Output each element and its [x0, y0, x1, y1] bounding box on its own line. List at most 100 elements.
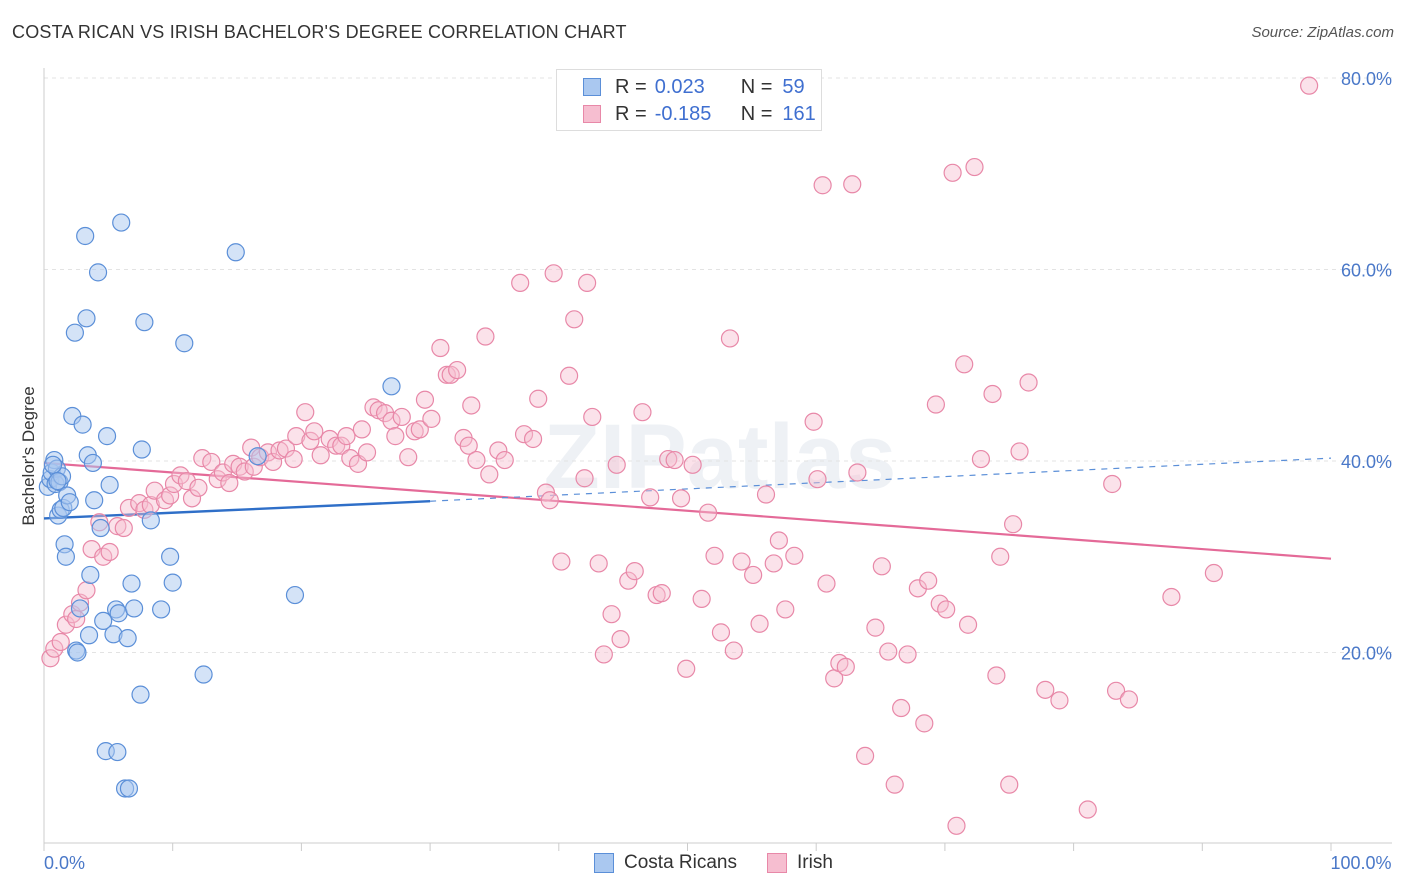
costa-rican-point: [131, 685, 150, 704]
irish-point: [459, 436, 478, 455]
irish-point: [965, 157, 984, 177]
irish-point: [866, 618, 885, 637]
irish-point: [817, 574, 836, 593]
costa-rican-point: [226, 243, 245, 262]
irish-point: [776, 600, 795, 619]
legend-n-value: 59: [782, 75, 805, 98]
irish-point: [56, 615, 75, 634]
irish-point: [480, 465, 499, 484]
irish-point: [415, 390, 435, 409]
irish-trend-line: [43, 461, 1332, 560]
irish-point: [583, 407, 602, 427]
irish-point: [119, 498, 139, 518]
irish-point: [382, 411, 401, 430]
irish-point: [1103, 474, 1122, 494]
irish-point: [1004, 515, 1023, 534]
irish-point: [161, 486, 180, 505]
tick-labels: 20.0% 40.0% 60.0% 80.0% 0.0% 100.0%: [44, 69, 1392, 873]
irish-point: [943, 163, 962, 182]
costa-rican-point: [77, 309, 96, 328]
costa-rican-point: [135, 313, 154, 332]
irish-point: [625, 562, 644, 581]
irish-point: [100, 542, 119, 562]
irish-point: [892, 698, 911, 718]
irish-point: [270, 441, 289, 460]
irish-point: [683, 455, 702, 474]
irish-point: [77, 581, 96, 600]
irish-point: [193, 449, 212, 468]
irish-point: [357, 443, 377, 462]
irish-point: [284, 449, 303, 469]
irish-point: [607, 455, 626, 474]
irish-point: [523, 429, 543, 449]
costa-rican-point: [83, 453, 103, 473]
irish-point: [220, 473, 239, 493]
chart-title: COSTA RICAN VS IRISH BACHELOR'S DEGREE C…: [12, 22, 627, 42]
irish-point: [476, 327, 495, 346]
legend-swatch-blue: [583, 78, 601, 96]
irish-point: [305, 422, 324, 441]
irish-point: [836, 657, 855, 676]
irish-point: [392, 407, 411, 427]
irish-point: [756, 485, 776, 504]
irish-point: [565, 310, 584, 329]
irish-point: [578, 273, 597, 293]
irish-point: [692, 589, 711, 608]
irish-point: [769, 531, 788, 550]
irish-point: [364, 398, 383, 417]
irish-point: [659, 449, 678, 469]
costa-rican-point: [152, 600, 171, 619]
irish-point: [51, 632, 70, 652]
irish-point: [732, 552, 751, 571]
irish-point: [885, 775, 904, 794]
legend-row-costa-ricans: R = 0.023 N = 59: [583, 74, 805, 100]
costa-rican-point: [163, 573, 182, 592]
irish-point: [720, 329, 740, 348]
irish-points: [41, 76, 1319, 835]
costa-rican-point: [94, 611, 113, 631]
x-tick-label: 0.0%: [44, 853, 85, 873]
irish-point: [1204, 563, 1223, 583]
y-axis-label: Bachelor's Degree: [19, 386, 38, 525]
irish-point: [698, 503, 718, 522]
irish-point: [908, 579, 927, 598]
irish-point: [189, 478, 208, 497]
irish-point: [41, 649, 60, 668]
legend-n-label: N =: [740, 102, 773, 125]
legend-r-label: R =: [615, 102, 647, 125]
irish-point: [744, 565, 763, 585]
costa-rican-point: [118, 629, 137, 648]
irish-point: [45, 639, 64, 658]
irish-point: [641, 488, 660, 507]
irish-point: [552, 552, 571, 571]
irish-point: [1036, 680, 1055, 699]
irish-point: [843, 175, 862, 194]
costa-rican-point: [60, 493, 79, 512]
costa-rican-point: [122, 574, 141, 593]
irish-point: [971, 449, 991, 469]
irish-point: [955, 355, 974, 374]
irish-point: [1010, 442, 1029, 461]
irish-point: [544, 264, 563, 283]
irish-point: [511, 273, 530, 293]
irish-point: [540, 491, 559, 510]
irish-point: [332, 436, 351, 455]
series-label: Costa Ricans: [624, 852, 737, 873]
irish-point: [1300, 76, 1319, 95]
costa-rican-point: [85, 491, 104, 510]
irish-point: [448, 360, 467, 380]
gridlines: [44, 77, 1392, 653]
trend-lines: [43, 457, 1332, 560]
irish-point: [652, 584, 671, 603]
irish-point: [594, 645, 613, 664]
irish-point: [919, 571, 938, 590]
irish-point: [311, 446, 330, 465]
costa-rican-point: [382, 377, 401, 396]
irish-point: [611, 629, 630, 649]
irish-point: [410, 420, 429, 439]
irish-point: [764, 554, 783, 573]
irish-point: [937, 600, 956, 619]
y-tick-label: 80.0%: [1341, 69, 1392, 89]
series-label: Irish: [797, 852, 833, 873]
